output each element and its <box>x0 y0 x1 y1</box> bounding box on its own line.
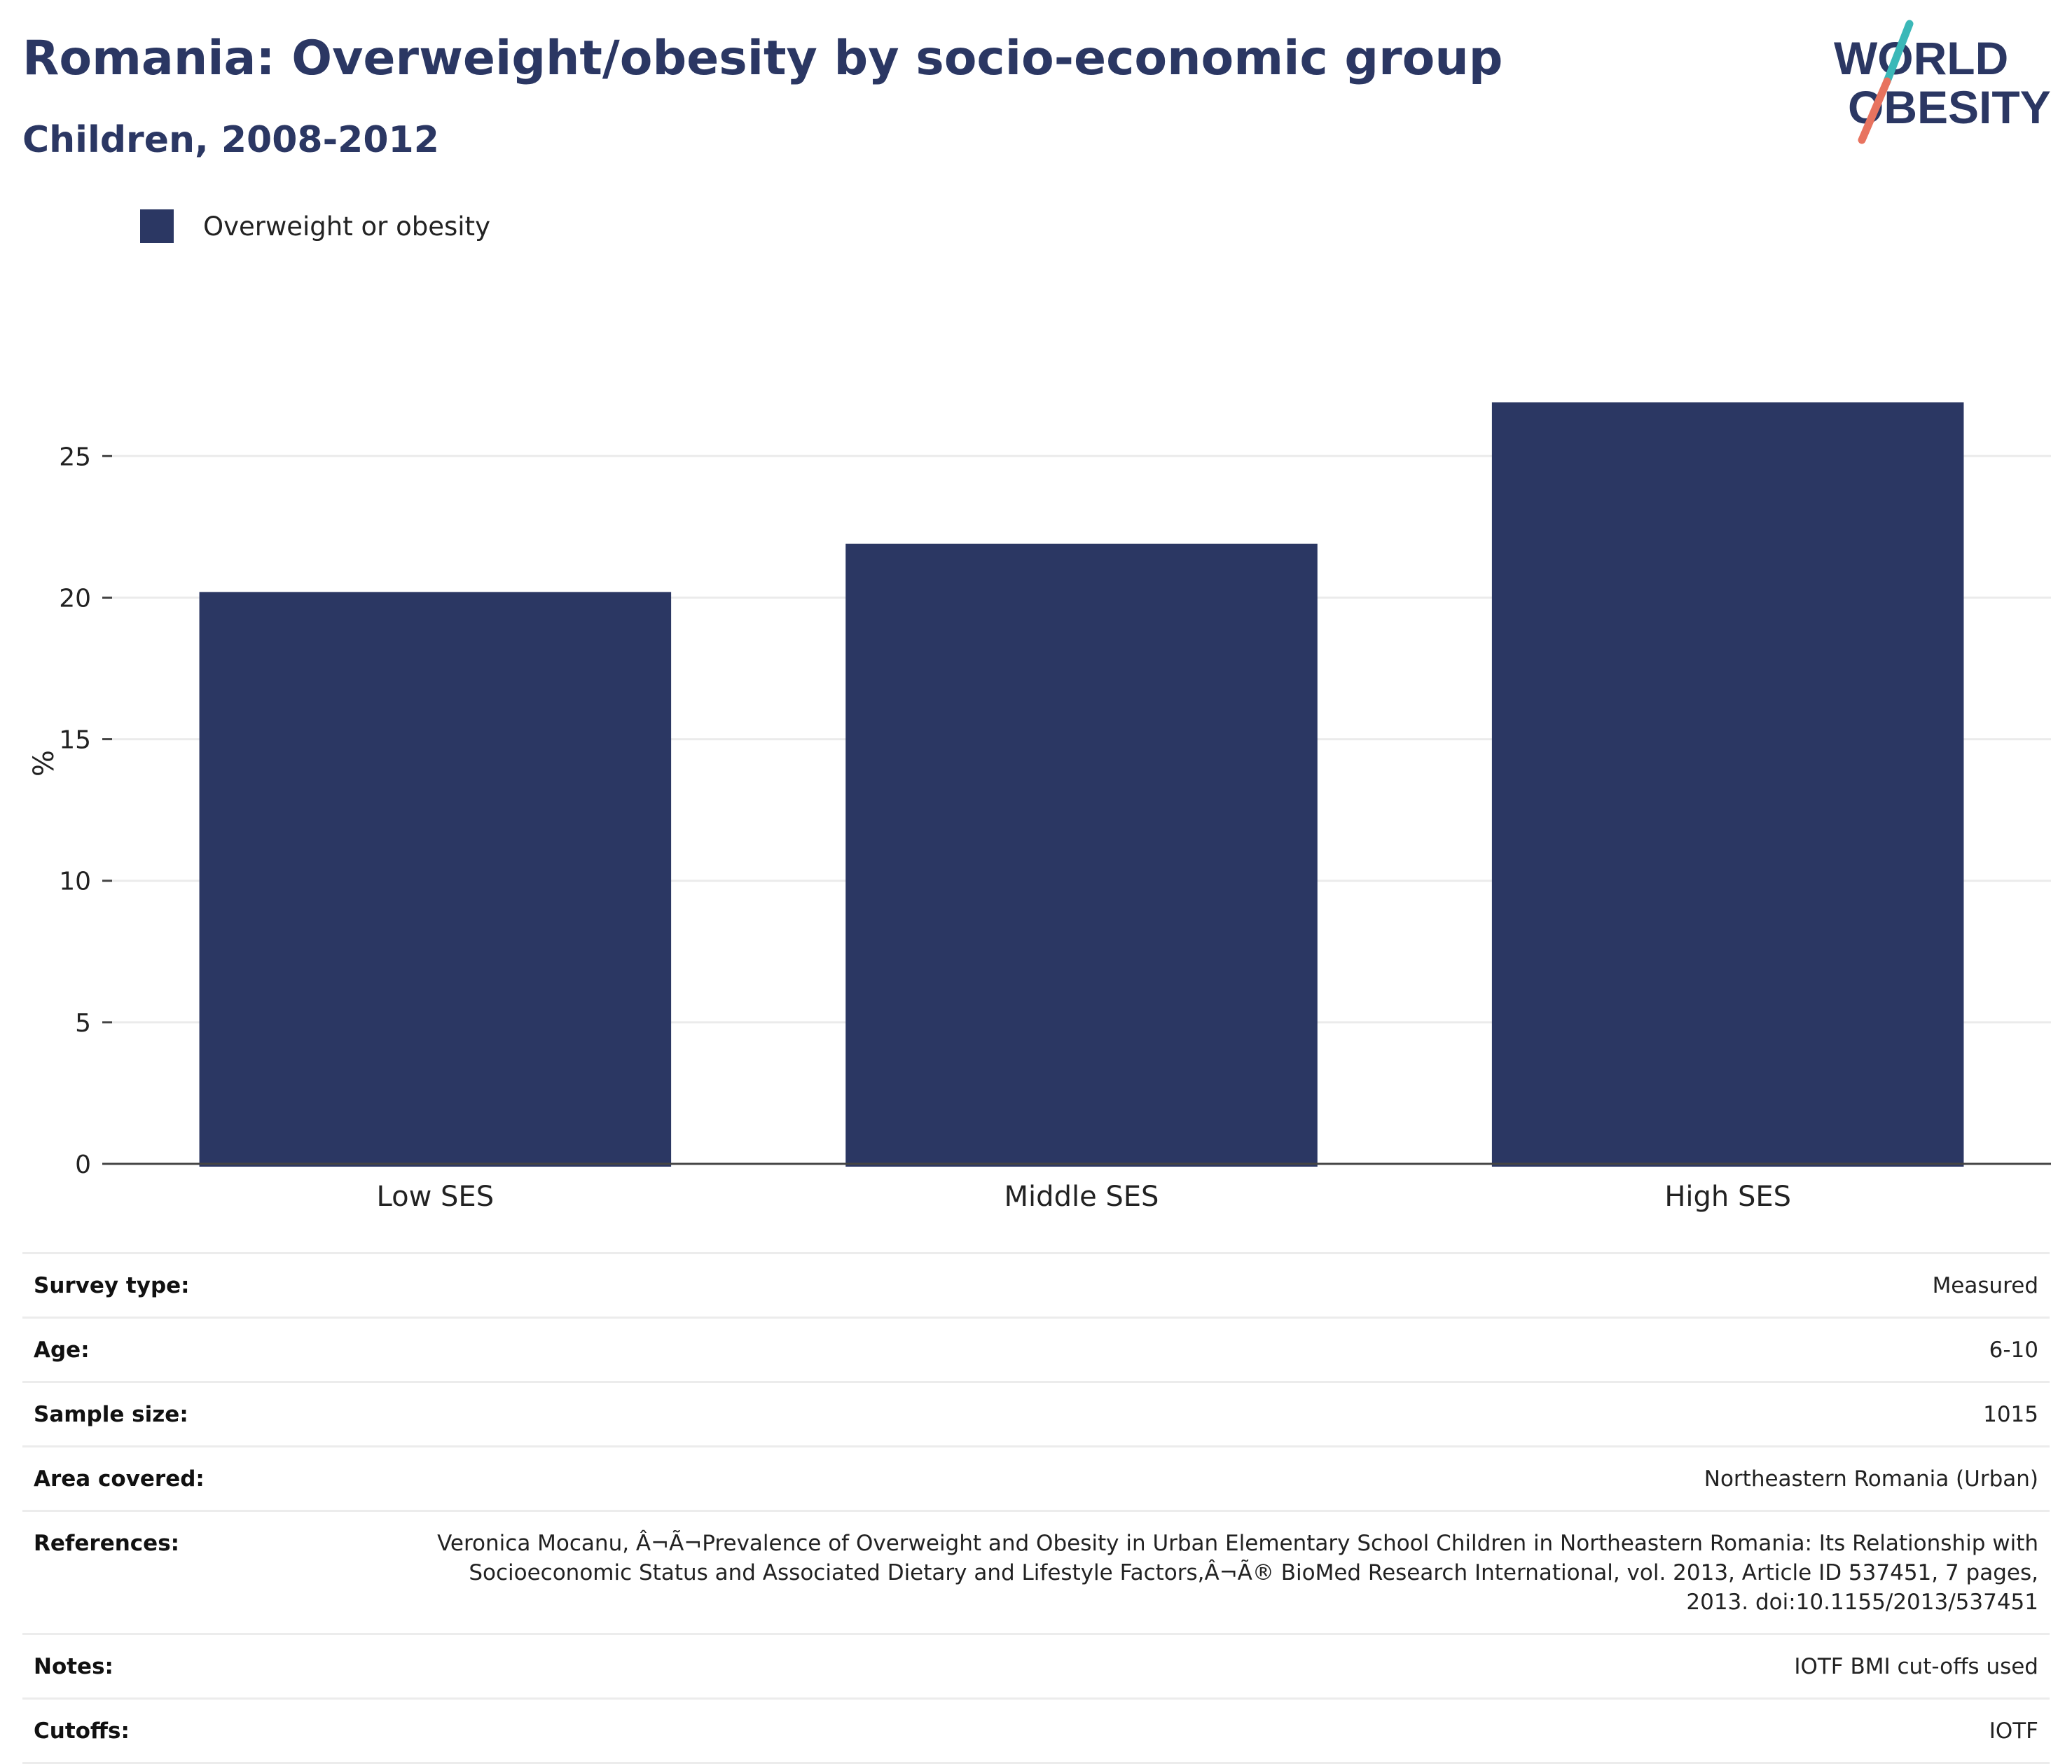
y-axis-label: % <box>28 750 60 777</box>
logo-slash-top <box>1883 20 1914 85</box>
bars <box>199 402 1964 1167</box>
detail-value: IOTF <box>1989 1718 2038 1744</box>
detail-value: 1015 <box>1983 1402 2038 1427</box>
x-tick-label: Low SES <box>377 1181 495 1213</box>
detail-value: Northeastern Romania (Urban) <box>1704 1466 2038 1492</box>
detail-value: 6-10 <box>1989 1338 2038 1363</box>
bar-high-ses <box>1491 402 1964 1167</box>
logo-slash-bottom <box>1858 77 1891 144</box>
detail-value: IOTF BMI cut-offs used <box>1794 1654 2038 1679</box>
detail-row: Cutoffs: IOTF <box>22 1700 2050 1764</box>
y-tick-label: 10 <box>59 868 91 896</box>
x-tick-label: High SES <box>1664 1181 1791 1213</box>
y-tick-label: 20 <box>59 584 91 613</box>
y-tick-label: 5 <box>75 1009 91 1038</box>
chart-legend: Overweight or obesity <box>140 209 490 244</box>
detail-value: Veronica Mocanu, Â¬Ã¬Prevalence of Overw… <box>437 1531 2038 1615</box>
detail-label: References: <box>34 1531 180 1556</box>
detail-row: Sample size: 1015 <box>22 1383 2050 1447</box>
detail-label: Cutoffs: <box>34 1718 130 1744</box>
legend-swatch <box>140 209 174 243</box>
detail-value: Measured <box>1932 1273 2038 1298</box>
detail-label: Age: <box>34 1338 90 1363</box>
x-axis-ticks: Low SES Middle SES High SES <box>377 1181 1791 1213</box>
legend-label: Overweight or obesity <box>203 211 490 242</box>
y-tick-label: 15 <box>59 726 91 755</box>
y-tick-label: 25 <box>59 443 91 471</box>
detail-row: Notes: IOTF BMI cut-offs used <box>22 1635 2050 1700</box>
survey-details-table: Survey type: Measured Age: 6-10 Sample size:… <box>22 1252 2050 1764</box>
bar-chart: 0 5 10 15 20 25 Low SES Middle SES High SES % <box>28 402 2051 1213</box>
detail-row: Area covered: Northeastern Romania (Urban… <box>22 1447 2050 1512</box>
y-axis-ticks: 0 5 10 15 20 25 <box>59 443 112 1179</box>
bar-low-ses <box>199 592 672 1167</box>
detail-label: Survey type: <box>34 1273 190 1298</box>
detail-label: Notes: <box>34 1654 113 1679</box>
page-subtitle: Children, 2008-2012 <box>22 119 439 161</box>
detail-row: Age: 6-10 <box>22 1319 2050 1383</box>
logo-text-world: WORLD <box>1834 32 2008 84</box>
detail-label: Sample size: <box>34 1402 188 1427</box>
y-tick-label: 0 <box>75 1151 91 1179</box>
world-obesity-logo: WORLD OBESITY <box>1834 20 2051 144</box>
detail-row: Survey type: Measured <box>22 1254 2050 1319</box>
page-title: Romania: Overweight/obesity by socio-eco… <box>22 31 1503 86</box>
detail-label: Area covered: <box>34 1466 205 1492</box>
bar-middle-ses <box>845 543 1318 1167</box>
x-tick-label: Middle SES <box>1004 1181 1159 1213</box>
detail-row: References: Veronica Mocanu, Â¬Ã¬Prevalen… <box>22 1512 2050 1635</box>
